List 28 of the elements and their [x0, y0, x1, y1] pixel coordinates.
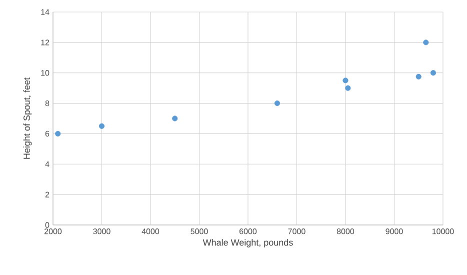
- y-tick-label: 12: [41, 40, 50, 46]
- point: [416, 74, 422, 80]
- x-tick-label: 6000: [240, 228, 257, 234]
- x-tick-label: 2000: [44, 228, 62, 234]
- point: [55, 130, 61, 137]
- y-axis-title: Height of Spout, feet: [23, 78, 32, 159]
- y-tick-label: 4: [45, 161, 50, 167]
- y-tick-label: 14: [41, 9, 50, 15]
- y-tick-label: 6: [45, 130, 50, 137]
- point: [172, 116, 178, 122]
- x-tick-label: 5000: [190, 228, 208, 234]
- x-axis-title: Whale Weight, pounds: [202, 239, 293, 248]
- x-tick-label: 9000: [386, 228, 403, 234]
- y-tick-label: 2: [45, 192, 50, 198]
- point: [430, 70, 436, 76]
- x-tick-label: 3000: [93, 228, 110, 234]
- x-tick-label: 7000: [288, 228, 306, 234]
- y-tick-label: 8: [45, 100, 50, 106]
- point: [342, 78, 348, 84]
- point: [274, 100, 280, 106]
- x-tick-label: 4000: [142, 228, 160, 234]
- y-tick-label: 0: [45, 222, 50, 228]
- point: [98, 123, 105, 129]
- point: [345, 85, 351, 91]
- x-tick-label: 8000: [336, 228, 354, 234]
- x-tick-label: 10000: [432, 228, 454, 234]
- y-tick-label: 10: [41, 70, 50, 76]
- point: [423, 40, 429, 46]
